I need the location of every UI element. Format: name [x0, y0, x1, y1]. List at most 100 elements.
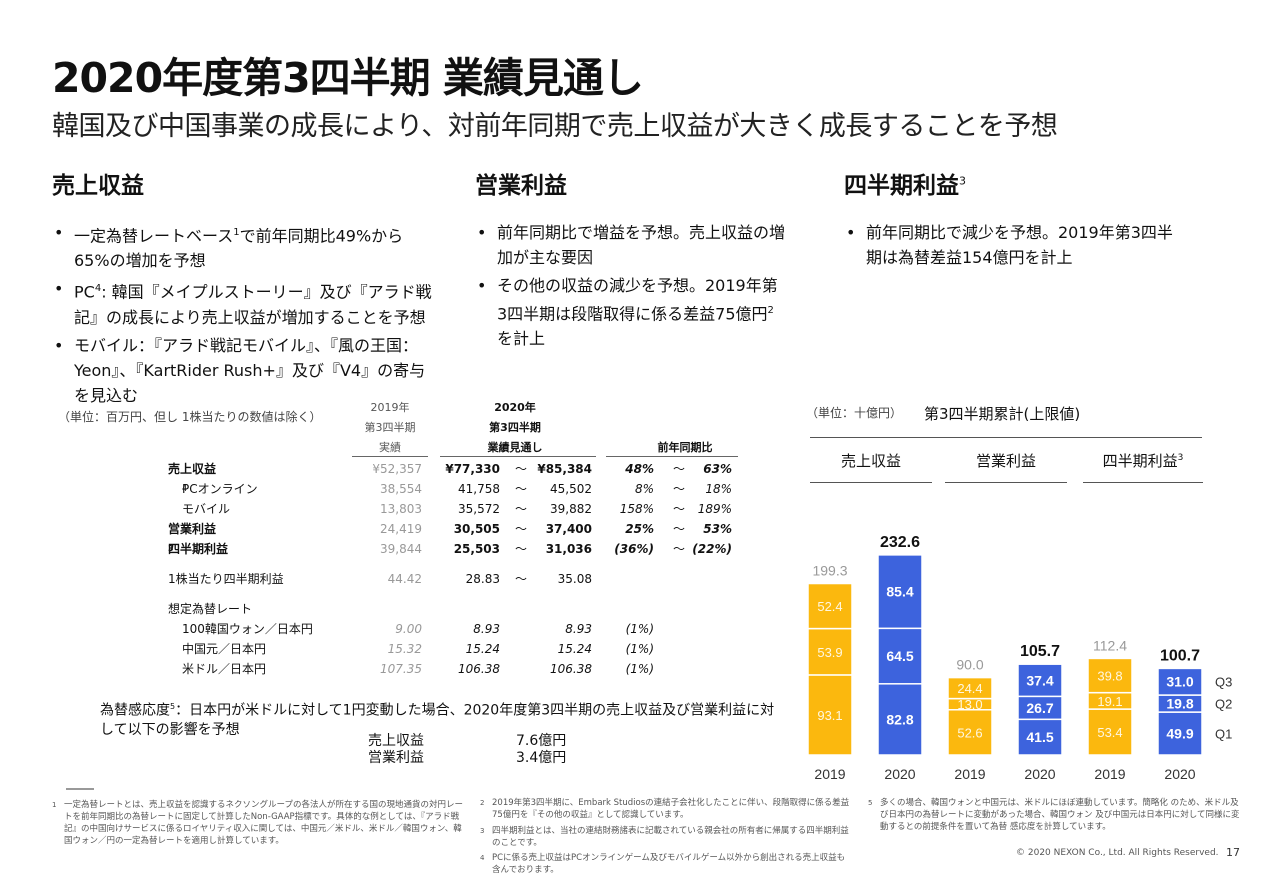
table-row: 中国元／日本円 15.32 15.24 15.24 (1%)	[182, 642, 654, 656]
fx-sensitivity-note: 為替感応度5：日本円が米ドルに対して1円変動した場合、2020年度第3四半期の売…	[100, 702, 775, 738]
footnote: 5 多くの場合、韓国ウォンと中国元は、米ドルにほぼ連動しています。簡略化 のため、…	[868, 798, 1240, 832]
table-row: モバイル 13,803 35,572 ～ 39,882 158% ～ 189%	[182, 502, 732, 516]
segment-label: 37.4	[1026, 672, 1053, 688]
table-row: 四半期利益 3 39,844 25,503 ～ 31,036 (36%) ～ (2…	[168, 542, 732, 556]
bar-segment	[877, 627, 923, 685]
group-label: 営業利益	[975, 452, 1036, 470]
segment-label: 39.8	[1097, 669, 1122, 684]
header-rule	[352, 456, 428, 457]
copyright: © 2020 NEXON Co., Ltd. All Rights Reserv…	[1016, 848, 1219, 858]
table-row: 1株当たり四半期利益 44.42 28.83 ～ 35.08	[168, 572, 592, 586]
page-number: 17	[1226, 846, 1240, 859]
bar-total-label: 90.0	[956, 657, 983, 673]
fx-item-label: 売上収益	[368, 733, 424, 749]
table-row: 米ドル／日本円 107.35 106.38 106.38 (1%)	[182, 662, 654, 676]
stack-legend-label: Q1	[1215, 727, 1232, 742]
list-item: 前年同期比で減少を予想。2019年第3四半期は為替差益154億円を計上	[844, 220, 1184, 270]
segment-label: 93.1	[817, 708, 842, 723]
segment-label: 31.0	[1166, 674, 1193, 690]
table-row: 売上収益 ¥52,357 ¥77,330 ～ ¥85,384 48% ～ 63%	[168, 462, 732, 476]
bar-segment	[1017, 718, 1063, 756]
bar-segment	[1087, 708, 1133, 756]
segment-label: 41.5	[1026, 729, 1053, 745]
bullet-list: 前年同期比で増益を予想。売上収益の増加が主な要因 その他の収益の減少を予想。20…	[475, 220, 785, 351]
x-tick-label: 2020	[884, 766, 915, 782]
group-label: 売上収益	[840, 452, 901, 470]
header-2019: 2019年 第3四半期 実績	[364, 401, 416, 454]
bar-segment	[1157, 711, 1203, 756]
x-tick-label: 2019	[1094, 766, 1125, 782]
bar-segment	[1017, 695, 1063, 721]
chart-top-rule	[810, 437, 1202, 438]
bar-segment	[877, 683, 923, 756]
header-2020: 2020年 第3四半期 業績見通し	[487, 401, 543, 454]
table-row: PCオンライン 4 38,554 41,758 ～ 45,502 8% ～ 18%	[182, 482, 732, 496]
segment-label: 52.4	[817, 599, 842, 614]
section-heading: 営業利益	[475, 173, 567, 199]
page-subtitle: 韓国及び中国事業の成長により、対前年同期で売上収益が大きく成長することを予想	[52, 111, 1058, 142]
operating-income-section: 営業利益 前年同期比で増益を予想。売上収益の増加が主な要因 その他の収益の減少を…	[475, 166, 785, 354]
footnote: 4 PCに係る売上収益はPCオンラインゲーム及びモバイルゲーム以外から創出される売…	[480, 853, 846, 875]
footnote-divider	[66, 788, 94, 790]
page-title: 2020年度第3四半期 業績見通し	[52, 54, 644, 102]
x-tick-label: 2020	[1024, 766, 1055, 782]
fx-item-label: 営業利益	[368, 750, 424, 766]
bar-total-label: 105.7	[1020, 643, 1060, 660]
segment-label: 53.9	[817, 645, 842, 660]
stack-legend-label: Q3	[1215, 675, 1232, 690]
bar-segment	[947, 676, 993, 700]
segment-label: 49.9	[1166, 726, 1193, 742]
header-rule	[440, 456, 596, 457]
bar-total-label: 100.7	[1160, 647, 1200, 664]
bar-segment	[947, 697, 993, 711]
x-tick-label: 2019	[954, 766, 985, 782]
segment-label: 52.6	[957, 725, 982, 740]
footnote: 3 四半期利益とは、当社の連結財務諸表に記載されている親会社の所有者に帰属する四半…	[480, 826, 849, 848]
bullet-list: 一定為替レートベース1で前年同期比49%から65%の増加を予想 PC4: 韓国『…	[52, 220, 432, 408]
bar-total-label: 232.6	[880, 534, 920, 551]
bar-segment	[1087, 691, 1133, 710]
fx-item-value: 7.6億円	[516, 733, 567, 749]
x-tick-label: 2019	[814, 766, 845, 782]
segment-label: 53.4	[1097, 725, 1122, 740]
list-item: 一定為替レートベース1で前年同期比49%から65%の増加を予想	[52, 220, 432, 273]
group-rule	[1083, 482, 1203, 483]
bar-total-label: 199.3	[812, 563, 847, 579]
fx-item-value: 3.4億円	[516, 750, 567, 766]
table-row: 想定為替レート	[168, 602, 253, 616]
segment-label: 85.4	[886, 584, 913, 600]
segment-label: 19.8	[1166, 696, 1193, 712]
bar-total-label: 112.4	[1093, 637, 1127, 653]
section-heading: 売上収益	[52, 173, 144, 199]
bar-segment	[807, 582, 853, 630]
list-item: その他の収益の減少を予想。2019年第3四半期は段階取得に係る差益75億円2を計…	[475, 273, 785, 351]
segment-label: 13.0	[957, 697, 982, 712]
stack-legend-label: Q2	[1215, 697, 1232, 712]
table-row: 100韓国ウォン／日本円 9.00 8.93 8.93 (1%)	[182, 622, 654, 636]
group-label: 四半期利益3	[1102, 452, 1184, 470]
x-tick-label: 2020	[1164, 766, 1195, 782]
list-item: 前年同期比で増益を予想。売上収益の増加が主な要因	[475, 220, 785, 270]
bar-segment	[877, 554, 923, 630]
group-rule	[810, 482, 932, 483]
footnote: 1 一定為替レートとは、売上収益を認識するネクソングループの各法人が所在する国の現…	[52, 800, 463, 846]
chart-unit-note: （単位：十億円）	[806, 406, 903, 420]
bar-segment	[807, 627, 853, 676]
segment-label: 19.1	[1097, 694, 1122, 709]
bar-segment	[947, 709, 993, 756]
segment-label: 24.4	[957, 681, 982, 696]
header-rule	[606, 456, 738, 457]
list-item: モバイル：『アラド戦記モバイル』、『風の王国：Yeon』、『KartRider …	[52, 333, 432, 408]
bar-segment	[1087, 657, 1133, 694]
bar-segment	[1157, 667, 1203, 696]
segment-label: 64.5	[886, 648, 913, 664]
header-yoy: 前年同期比	[657, 441, 713, 454]
footnote: 2 2019年第3四半期に、Embark Studiosの連結子会社化したことに伴…	[480, 798, 850, 820]
segment-label: 82.8	[886, 711, 913, 727]
revenue-section: 売上収益 一定為替レートベース1で前年同期比49%から65%の増加を予想 PC4…	[52, 166, 432, 411]
bar-segment	[807, 674, 853, 756]
segment-label: 26.7	[1026, 700, 1053, 716]
bar-segment	[1157, 694, 1203, 713]
table-unit-note: （単位：百万円、但し 1株当たりの数値は除く）	[58, 410, 322, 424]
list-item: PC4: 韓国『メイプルストーリー』及び『アラド戦記』の成長により売上収益が増加…	[52, 276, 432, 329]
